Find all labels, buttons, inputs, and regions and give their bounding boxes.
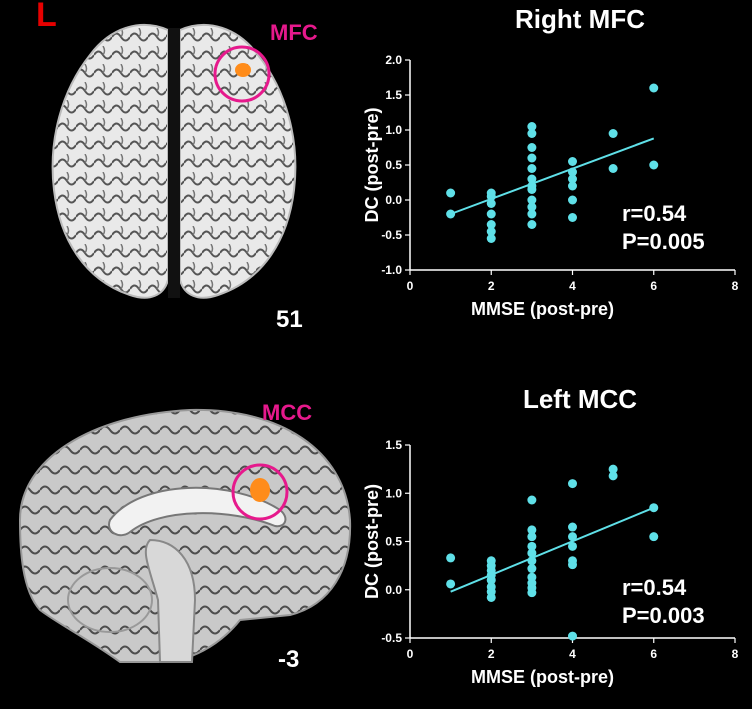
- data-point: [527, 122, 537, 131]
- data-point: [527, 588, 537, 598]
- data-point: [608, 471, 618, 481]
- data-point: [649, 160, 659, 170]
- stat-r-bottom: r=0.54: [622, 575, 687, 600]
- x-axis-label: MMSE (post-pre): [471, 667, 614, 687]
- x-tick-label: 8: [732, 647, 739, 661]
- x-axis-label: MMSE (post-pre): [471, 299, 614, 319]
- data-point: [568, 167, 577, 177]
- x-tick-label: 0: [407, 279, 414, 293]
- hemisphere-label: L: [36, 0, 57, 34]
- y-tick-label: 0.5: [385, 158, 402, 172]
- data-point: [568, 631, 577, 641]
- data-point: [527, 495, 537, 505]
- y-tick-label: 1.5: [385, 88, 402, 102]
- data-point: [568, 213, 577, 222]
- data-point: [608, 464, 618, 474]
- region-label-mcc: MCC: [262, 400, 313, 425]
- data-point: [527, 185, 537, 194]
- data-point: [568, 541, 577, 551]
- data-point: [608, 164, 618, 173]
- y-tick-label: 0.0: [385, 193, 402, 207]
- data-point: [486, 192, 496, 201]
- data-point: [527, 174, 537, 184]
- x-tick-label: 4: [569, 279, 576, 293]
- regression-line: [450, 137, 655, 215]
- data-point: [527, 525, 537, 535]
- axial-brain-image: [51, 24, 297, 299]
- y-tick-label: 1.0: [385, 486, 402, 500]
- data-point: [446, 209, 456, 219]
- data-point: [527, 209, 537, 219]
- stat-p-bottom: P=0.003: [622, 603, 705, 628]
- y-axis-label: DC (post-pre): [362, 108, 382, 223]
- data-point: [446, 553, 456, 563]
- data-point: [486, 592, 496, 602]
- data-point: [608, 129, 618, 138]
- data-point: [527, 556, 537, 566]
- data-point: [527, 153, 537, 163]
- y-tick-label: -0.5: [381, 228, 402, 242]
- y-tick-label: 1.5: [385, 438, 402, 452]
- plot-title-bottom: Left MCC: [522, 384, 638, 414]
- data-point: [527, 195, 537, 205]
- data-point: [527, 143, 537, 152]
- scatter-chart-right-mfc: -1.0 -0.5 0.0 0.5 1.0 1.5 2.0 0 2 4 6 8 MMSE (post-p…: [362, 53, 739, 319]
- data-point: [527, 202, 537, 212]
- y-tick-label: 2.0: [385, 53, 402, 67]
- scatter-chart-left-mcc: -0.5 0.0 0.5 1.0 1.5 0 2 4 6 8 MMSE (post-pre) DC (…: [362, 438, 739, 687]
- data-point: [486, 575, 496, 585]
- data-point: [568, 195, 577, 205]
- data-point: [527, 220, 537, 229]
- slice-number-bottom: -3: [278, 646, 300, 673]
- data-point: [649, 503, 659, 513]
- data-point: [527, 532, 537, 542]
- data-point: [486, 234, 496, 243]
- y-tick-label: -1.0: [381, 263, 402, 277]
- data-point: [649, 83, 659, 93]
- x-tick-label: 8: [732, 279, 739, 293]
- y-tick-label: 0.5: [385, 535, 402, 549]
- data-point: [527, 164, 537, 173]
- x-tick-label: 0: [407, 647, 414, 661]
- y-tick-label: -0.5: [381, 631, 402, 645]
- y-axis-label: DC (post-pre): [362, 484, 382, 599]
- slice-number-top: 51: [276, 306, 303, 333]
- data-point: [446, 188, 456, 198]
- data-point: [486, 220, 496, 229]
- data-point: [527, 129, 537, 138]
- data-point: [568, 522, 577, 532]
- data-point: [568, 479, 577, 489]
- data-point: [486, 227, 496, 236]
- sagittal-brain-image: [18, 408, 352, 663]
- data-point: [527, 541, 537, 551]
- x-tick-label: 2: [488, 279, 495, 293]
- data-point: [649, 532, 659, 542]
- stat-p-top: P=0.005: [622, 229, 705, 254]
- x-tick-label: 4: [569, 647, 576, 661]
- data-point: [568, 157, 577, 166]
- stat-r-top: r=0.54: [622, 201, 687, 226]
- data-point: [568, 174, 577, 184]
- x-tick-label: 6: [650, 647, 657, 661]
- data-point: [527, 564, 537, 574]
- region-label-mfc: MFC: [270, 20, 318, 45]
- x-tick-label: 6: [650, 279, 657, 293]
- y-tick-label: 1.0: [385, 123, 402, 137]
- data-point: [446, 579, 456, 589]
- data-point: [568, 181, 577, 191]
- data-point: [568, 560, 577, 570]
- data-point: [486, 199, 496, 208]
- regression-line: [450, 506, 655, 593]
- plot-title-top: Right MFC: [515, 4, 645, 34]
- y-tick-label: 0.0: [385, 583, 402, 597]
- data-point: [568, 532, 577, 542]
- data-point: [486, 209, 496, 219]
- data-point: [527, 548, 537, 558]
- x-tick-label: 2: [488, 647, 495, 661]
